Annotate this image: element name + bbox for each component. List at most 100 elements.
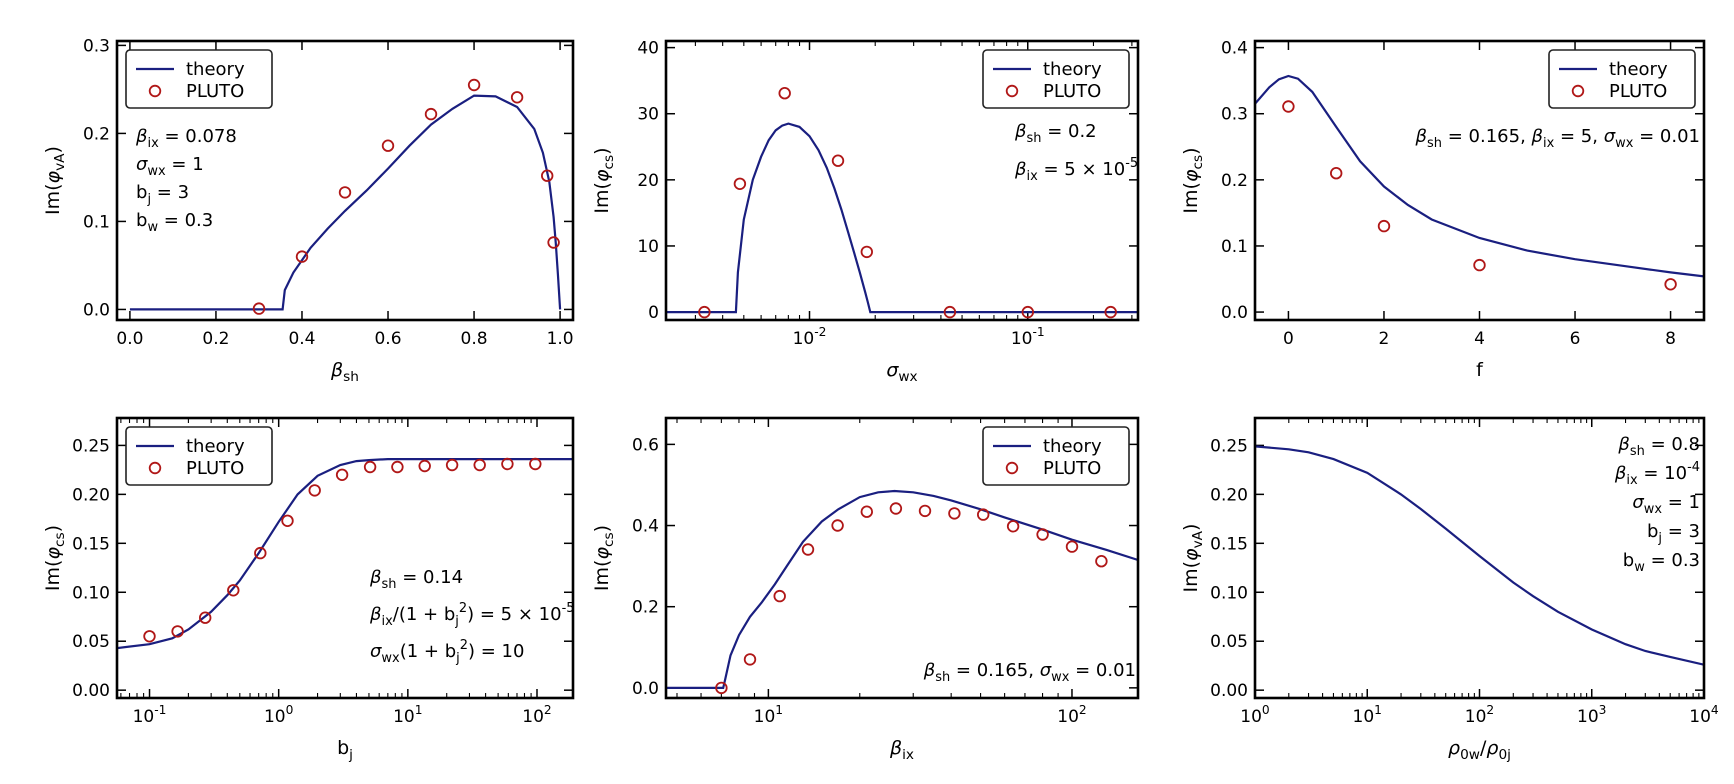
x-axis-label: βix bbox=[889, 737, 914, 763]
plot-frame bbox=[1253, 416, 1706, 700]
pluto-data-point bbox=[860, 505, 874, 518]
pluto-data-point bbox=[1036, 528, 1049, 541]
parameter-annotation: bw = 0.3 bbox=[136, 210, 213, 235]
y-tick-label: 0.0 bbox=[1221, 303, 1248, 323]
legend-pluto-swatch bbox=[1005, 461, 1019, 475]
x-tick-label: 101 bbox=[754, 703, 783, 727]
pluto-data-point bbox=[418, 459, 431, 473]
pluto-data-point bbox=[1664, 278, 1677, 291]
y-axis-label-group: Im(φvA) bbox=[1180, 524, 1206, 593]
pluto-data-point bbox=[335, 468, 349, 482]
x-tick-label: 10-1 bbox=[1011, 325, 1045, 349]
y-axis-label-group: Im(φcs) bbox=[42, 525, 68, 591]
pluto-data-point bbox=[733, 177, 747, 191]
pluto-data-point bbox=[198, 611, 212, 624]
y-axis-label-group: Im(φcs) bbox=[591, 525, 617, 591]
theory-series-line bbox=[129, 94, 562, 311]
pluto-data-point bbox=[363, 460, 377, 474]
x-tick-label: 101 bbox=[1353, 703, 1382, 727]
y-tick-label: 0.4 bbox=[1221, 39, 1248, 59]
legend-entry-theory: theory bbox=[1609, 59, 1668, 80]
pluto-data-point bbox=[171, 625, 184, 638]
pluto-data-point bbox=[1473, 258, 1486, 272]
legend-pluto-swatch bbox=[1571, 84, 1585, 98]
pluto-data-point bbox=[801, 543, 815, 556]
x-tick-label: 103 bbox=[1577, 703, 1606, 727]
y-axis-label: Im(φvA) bbox=[42, 146, 68, 215]
x-tick-label: 0.6 bbox=[374, 329, 401, 349]
y-axis-label: Im(φcs) bbox=[591, 525, 617, 591]
legend-pluto-swatch bbox=[148, 84, 162, 98]
x-tick-label: 10-1 bbox=[133, 703, 167, 727]
y-tick-label: 0 bbox=[648, 303, 659, 323]
x-tick-label: 10-2 bbox=[793, 325, 827, 349]
pluto-data-point bbox=[948, 507, 961, 520]
pluto-data-point bbox=[977, 508, 990, 521]
y-axis-label-group: Im(φcs) bbox=[591, 147, 617, 213]
theory-series-line bbox=[1255, 74, 1704, 278]
theory-series-line bbox=[666, 489, 1138, 689]
x-tick-label: 102 bbox=[1465, 703, 1494, 727]
pluto-data-point bbox=[295, 250, 309, 263]
x-axis-label: βsh bbox=[330, 359, 359, 385]
x-axis-label: σwx bbox=[886, 359, 917, 385]
y-tick-label: 0.1 bbox=[1221, 237, 1248, 257]
y-tick-label: 0.15 bbox=[72, 534, 110, 554]
x-axis-label: ρ0w/ρ0j bbox=[1448, 737, 1511, 763]
y-tick-label: 0.4 bbox=[632, 517, 659, 537]
x-tick-label: 100 bbox=[1240, 703, 1269, 727]
legend-pluto-swatch bbox=[148, 461, 162, 475]
pluto-data-point bbox=[918, 504, 932, 518]
pluto-data-point bbox=[860, 245, 874, 259]
y-axis-label: Im(φcs) bbox=[1180, 147, 1206, 213]
pluto-data-point bbox=[501, 457, 514, 471]
pluto-data-point bbox=[1006, 520, 1020, 533]
pluto-data-point bbox=[381, 139, 395, 152]
y-tick-label: 0.25 bbox=[72, 436, 110, 456]
y-tick-label: 0.3 bbox=[1221, 105, 1248, 125]
pluto-data-point bbox=[1065, 540, 1079, 553]
pluto-data-point bbox=[1282, 100, 1295, 113]
pluto-data-point bbox=[1095, 555, 1108, 568]
legend-entry-pluto: PLUTO bbox=[1609, 81, 1667, 102]
theory-series-line bbox=[1255, 445, 1704, 666]
parameter-annotation: bj = 3 bbox=[1647, 521, 1700, 546]
y-tick-label: 0.2 bbox=[1221, 171, 1248, 191]
x-tick-label: 104 bbox=[1689, 703, 1719, 727]
pluto-data-point bbox=[445, 458, 459, 472]
theory-series-line bbox=[666, 122, 1138, 314]
pluto-data-point bbox=[254, 546, 267, 560]
plot-frame bbox=[115, 39, 575, 322]
x-tick-label: 0.0 bbox=[116, 329, 143, 349]
parameter-annotation: βsh = 0.8 bbox=[1617, 434, 1700, 459]
x-tick-label: 8 bbox=[1665, 329, 1676, 349]
legend-entry-theory: theory bbox=[1043, 59, 1102, 80]
x-tick-label: 101 bbox=[393, 703, 422, 727]
pluto-data-point bbox=[143, 630, 156, 643]
x-tick-label: 102 bbox=[1057, 703, 1086, 727]
y-tick-label: 0.20 bbox=[1210, 485, 1248, 505]
y-tick-label: 0.05 bbox=[1210, 632, 1248, 652]
pluto-data-point bbox=[424, 107, 438, 121]
y-tick-label: 10 bbox=[637, 237, 659, 257]
legend-box bbox=[125, 49, 273, 109]
y-axis-label-group: Im(φcs) bbox=[1180, 147, 1206, 213]
pluto-data-point bbox=[831, 519, 844, 532]
x-axis-label: f bbox=[1476, 359, 1484, 381]
parameter-annotation: βix = 10-4 bbox=[1614, 460, 1700, 488]
pluto-data-point bbox=[252, 302, 266, 315]
x-tick-label: 4 bbox=[1474, 329, 1485, 349]
pluto-data-point bbox=[1104, 305, 1117, 319]
plot-frame bbox=[1253, 39, 1706, 322]
y-axis-label: Im(φcs) bbox=[591, 147, 617, 213]
y-tick-label: 0.05 bbox=[72, 632, 110, 652]
x-tick-label: 0 bbox=[1283, 329, 1294, 349]
y-tick-label: 30 bbox=[637, 105, 659, 125]
y-tick-label: 0.10 bbox=[72, 583, 110, 603]
legend-entry-pluto: PLUTO bbox=[186, 458, 244, 479]
